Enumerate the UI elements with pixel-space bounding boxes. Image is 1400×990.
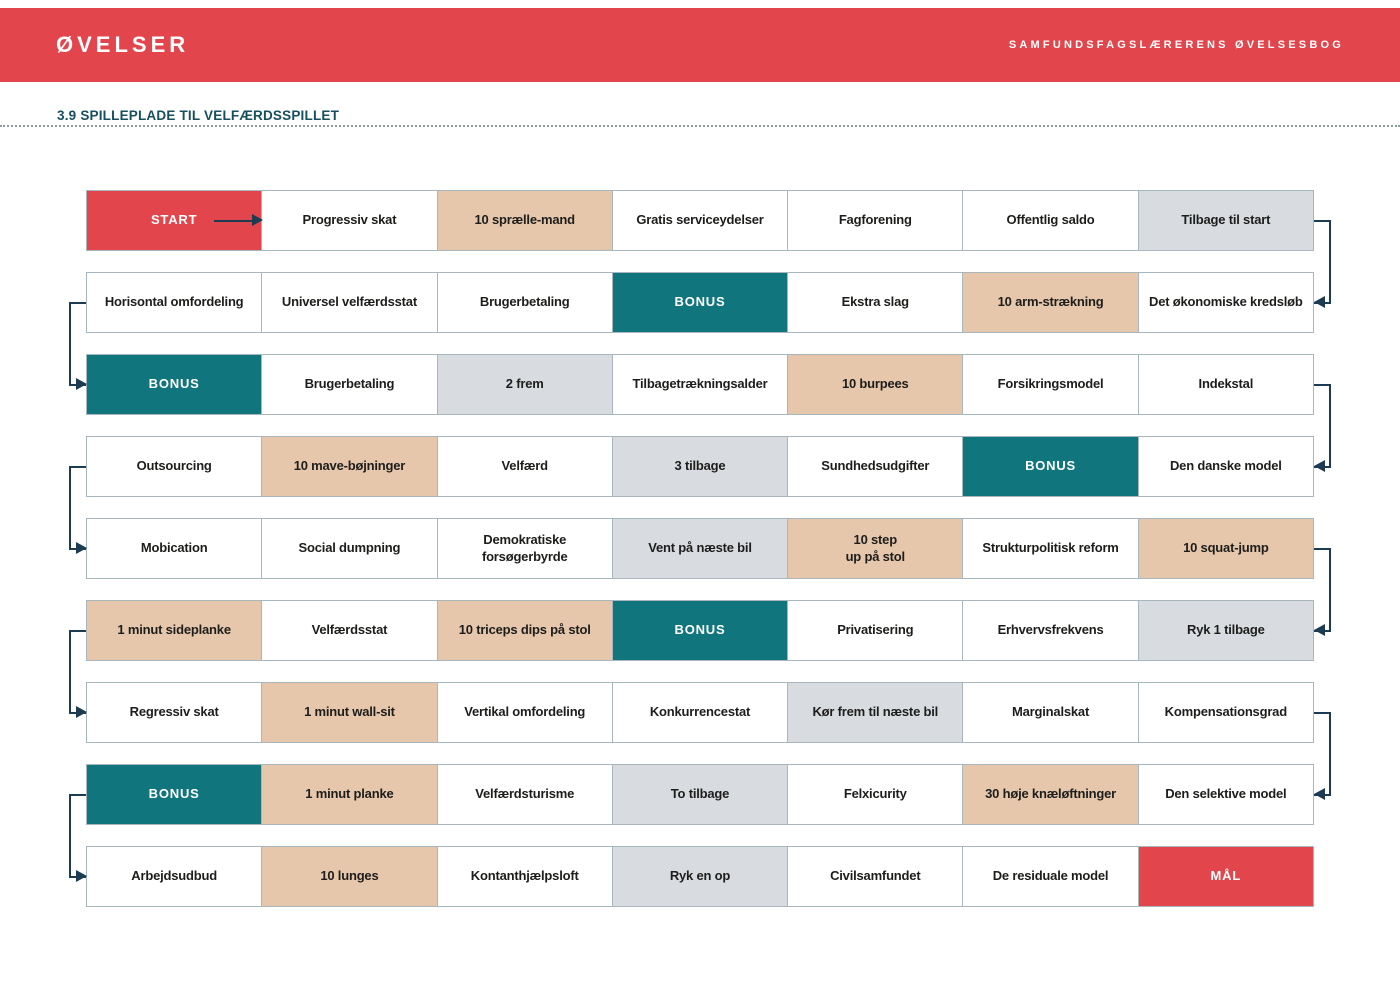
board-cell-concept: Demokratiske forsøgerbyrde: [437, 518, 613, 579]
board-cell-bonus: BONUS: [963, 436, 1139, 497]
board-cell-exercise: 10 burpees: [788, 354, 964, 415]
board-row: Mobication Social dumpning Demokratiske fo…: [86, 518, 1314, 579]
board-row: BONUS Brugerbetaling 2 frem Tilbagetrækning…: [86, 354, 1314, 415]
board-cell-concept: Strukturpolitisk reform: [963, 518, 1139, 579]
path-connector-right: [1314, 383, 1331, 468]
board-row: Horisontal omfordeling Universel velfærds…: [86, 272, 1314, 333]
board-cell-move: Kør frem til næste bil: [788, 682, 964, 743]
board-cell-concept: Offentlig saldo: [963, 190, 1139, 251]
board-cell-exercise: 10 sprælle-mand: [437, 190, 613, 251]
path-connector-left: [69, 465, 86, 550]
arrowhead-right-icon: [76, 870, 87, 882]
board-cell-concept: De residuale model: [963, 846, 1139, 907]
board-cell-move: 2 frem: [437, 354, 613, 415]
board-cell-concept: Velfærdsstat: [262, 600, 438, 661]
board-cell-concept: Indekstal: [1138, 354, 1314, 415]
arrowhead-left-icon: [1314, 460, 1325, 472]
publisher-logo: ØVELSER: [56, 32, 190, 57]
path-connector-left: [69, 629, 86, 714]
arrowhead-right-icon: [76, 706, 87, 718]
board-cell-exercise: 30 høje knæløftninger: [963, 764, 1139, 825]
board-cell-concept: Det økonomiske kredsløb: [1138, 272, 1314, 333]
board-cell-goal: MÅL: [1138, 846, 1314, 907]
board-cell-concept: Den danske model: [1138, 436, 1314, 497]
board-cell-exercise: 10 lunges: [262, 846, 438, 907]
board-cell-exercise: 1 minut wall-sit: [262, 682, 438, 743]
board-cell-exercise: 10 step up på stol: [788, 518, 964, 579]
board-cell-exercise: 10 arm-strækning: [963, 272, 1139, 333]
board-cell-concept: Arbejdsudbud: [86, 846, 263, 907]
board-cell-concept: Kontanthjælpsloft: [437, 846, 613, 907]
board-cell-move: Ryk en op: [612, 846, 789, 907]
board-cell-exercise: 1 minut sideplanke: [86, 600, 263, 661]
board-cell-bonus: BONUS: [86, 764, 263, 825]
board-cell-concept: Brugerbetaling: [262, 354, 438, 415]
path-connector-right: [1314, 547, 1331, 632]
board-cell-bonus: BONUS: [612, 272, 789, 333]
board-cell-move: Ryk 1 tilbage: [1138, 600, 1314, 661]
board-cell-concept: Marginalskat: [963, 682, 1139, 743]
page-title: 3.9 SPILLEPLADE TIL VELFÆRDSSPILLET: [57, 108, 340, 124]
path-connector-left: [69, 793, 86, 878]
arrowhead-left-icon: [1314, 788, 1325, 800]
arrowhead-left-icon: [1314, 296, 1325, 308]
board-cell-concept: Horisontal omfordeling: [86, 272, 263, 333]
arrowhead-right-icon: [76, 542, 87, 554]
board-cell-concept: Universel velfærdsstat: [262, 272, 438, 333]
board-row: Outsourcing 10 mave-bøjninger Velfærd 3 til…: [86, 436, 1314, 497]
board-cell-exercise: 10 squat-jump: [1138, 518, 1314, 579]
board-cell-concept: Vertikal omfordeling: [437, 682, 613, 743]
start-arrow-line: [214, 219, 254, 222]
board-cell-concept: Erhvervsfrekvens: [963, 600, 1139, 661]
board-cell-concept: Social dumpning: [262, 518, 438, 579]
board-cell-concept: Tilbagetrækningsalder: [612, 354, 789, 415]
board-cell-concept: Outsourcing: [86, 436, 263, 497]
board-cell-concept: Civilsamfundet: [788, 846, 964, 907]
book-title: SAMFUNDSFAGSLÆRERENS ØVELSESBOG: [1008, 39, 1344, 51]
board-cell-move: Tilbage til start: [1138, 190, 1314, 251]
board-cell-exercise: 1 minut planke: [262, 764, 438, 825]
board-cell-concept: Privatisering: [788, 600, 964, 661]
board-cell-concept: Gratis serviceydelser: [612, 190, 789, 251]
dotted-divider: [0, 125, 1400, 127]
top-banner: ØVELSER SAMFUNDSFAGSLÆRERENS ØVELSESBOG: [0, 8, 1400, 82]
board-cell-bonus: BONUS: [612, 600, 789, 661]
board-cell-exercise: 10 triceps dips på stol: [437, 600, 613, 661]
board-cell-concept: Velfærd: [437, 436, 613, 497]
board-cell-concept: Progressiv skat: [262, 190, 438, 251]
board-cell-bonus: BONUS: [86, 354, 263, 415]
board-cell-move: Vent på næste bil: [612, 518, 789, 579]
board-row: BONUS 1 minut planke Velfærdsturisme To til…: [86, 764, 1314, 825]
board-cell-concept: Velfærdsturisme: [437, 764, 613, 825]
path-connector-right: [1314, 711, 1331, 796]
board-row: Arbejdsudbud 10 lunges Kontanthjælpsloft Ry…: [86, 846, 1314, 907]
board-cell-concept: Brugerbetaling: [437, 272, 613, 333]
board-cell-concept: Konkurrencestat: [612, 682, 789, 743]
arrowhead-start-icon: [252, 214, 263, 226]
board-cell-move: To tilbage: [612, 764, 789, 825]
board-cell-concept: Felxicurity: [788, 764, 964, 825]
arrowhead-right-icon: [76, 378, 87, 390]
board-row: 1 minut sideplanke Velfærdsstat 10 triceps…: [86, 600, 1314, 661]
board-cell-concept: Den selektive model: [1138, 764, 1314, 825]
board-cell-concept: Sundhedsudgifter: [788, 436, 964, 497]
board-cell-exercise: 10 mave-bøjninger: [262, 436, 438, 497]
path-connector-left: [69, 301, 86, 386]
board-cell-concept: Forsikringsmodel: [963, 354, 1139, 415]
board-cell-concept: Mobication: [86, 518, 263, 579]
board-cell-concept: Ekstra slag: [788, 272, 964, 333]
board-cell-concept: Regressiv skat: [86, 682, 263, 743]
arrowhead-left-icon: [1314, 624, 1325, 636]
board-row: Regressiv skat 1 minut wall-sit Vertikal o…: [86, 682, 1314, 743]
board-row: START Progressiv skat 10 sprælle-mand Grati…: [86, 190, 1314, 251]
board-cell-move: 3 tilbage: [612, 436, 789, 497]
board-cell-concept: Kompensationsgrad: [1138, 682, 1314, 743]
board-cell-concept: Fagforening: [788, 190, 964, 251]
path-connector-right: [1314, 219, 1331, 304]
